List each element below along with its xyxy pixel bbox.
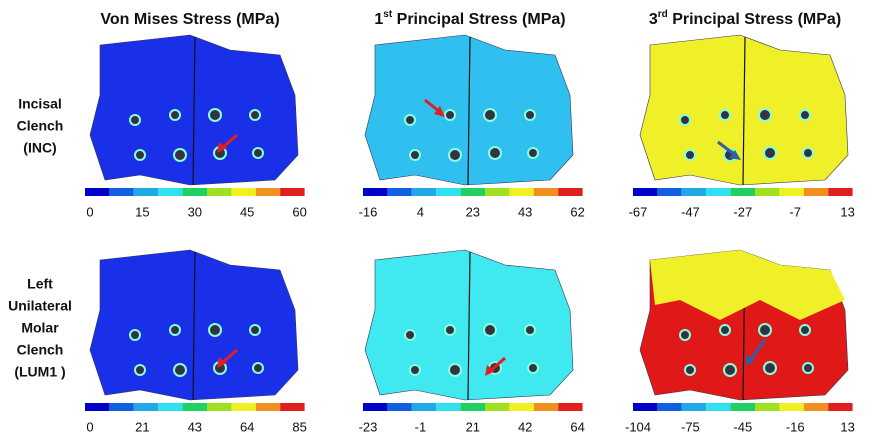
column-title: 1st Principal Stress (MPa) [374,9,565,29]
row-label: (INC) [23,140,56,156]
title-number: 1 [374,11,383,28]
colorbar-tick-label: 43 [518,204,532,219]
colorbar-tick-label: 13 [840,204,854,219]
title-number: 3 [649,11,658,28]
colorbar-tick-label: -16 [359,204,378,219]
colorbar-tick-label: 13 [840,419,854,434]
title-text: Principal Stress (MPa) [668,11,841,28]
column-title: Von Mises Stress (MPa) [100,11,279,28]
colorbar-tick-label: -23 [359,419,378,434]
colorbar-tick-label: -7 [789,204,801,219]
page: Von Mises Stress (MPa) 1st Principal Stre… [0,0,891,438]
model-panel [365,250,573,400]
row-label: Clench [17,342,64,358]
colorbar-tick-label: 15 [135,204,149,219]
colorbar-tick-label: -1 [415,419,427,434]
colorbar-tick-label: -104 [625,419,651,434]
colorbar-tick-label: 42 [518,419,532,434]
column-title: 3rd Principal Stress (MPa) [649,9,841,29]
colorbar [363,188,583,196]
model-panel [90,35,298,185]
colorbar-tick-label: 60 [292,204,306,219]
model-panel [640,35,848,185]
row-label: (LUM1 ) [14,364,65,380]
colorbar [85,403,305,411]
colorbar-tick-label: 0 [86,204,93,219]
colorbar-tick-label: -16 [786,419,805,434]
title-superscript: rd [658,9,668,20]
colorbar-tick-label: 21 [466,419,480,434]
colorbar-tick-label: 21 [135,419,149,434]
colorbar-tick-label: 0 [86,419,93,434]
colorbar-tick-label: 23 [466,204,480,219]
colorbar-tick-label: -47 [681,204,700,219]
colorbar [363,403,583,411]
colorbar-tick-label: 85 [292,419,306,434]
row-label: Left [27,276,53,292]
colorbar-tick-label: 64 [240,419,254,434]
row-label: Incisal [18,96,62,112]
colorbar-tick-label: 43 [188,419,202,434]
colorbar-tick-label: 4 [417,204,424,219]
colorbar [633,403,853,411]
colorbar-tick-label: -27 [733,204,752,219]
colorbar-tick-label: -67 [629,204,648,219]
colorbar-tick-label: 64 [570,419,584,434]
figure: Von Mises Stress (MPa) 1st Principal Stre… [0,0,891,438]
colorbar-tick-label: -75 [681,419,700,434]
colorbar [633,188,853,196]
model-panel [365,35,573,185]
colorbar-tick-label: 62 [570,204,584,219]
row-label: Molar [21,320,59,336]
colorbar-tick-label: -45 [733,419,752,434]
colorbar-tick-label: 30 [188,204,202,219]
model-panel [90,250,298,400]
row-label: Clench [17,118,64,134]
colorbar [85,188,305,196]
colorbar-tick-label: 45 [240,204,254,219]
title-text: Principal Stress (MPa) [392,11,565,28]
row-label: Unilateral [8,298,72,314]
